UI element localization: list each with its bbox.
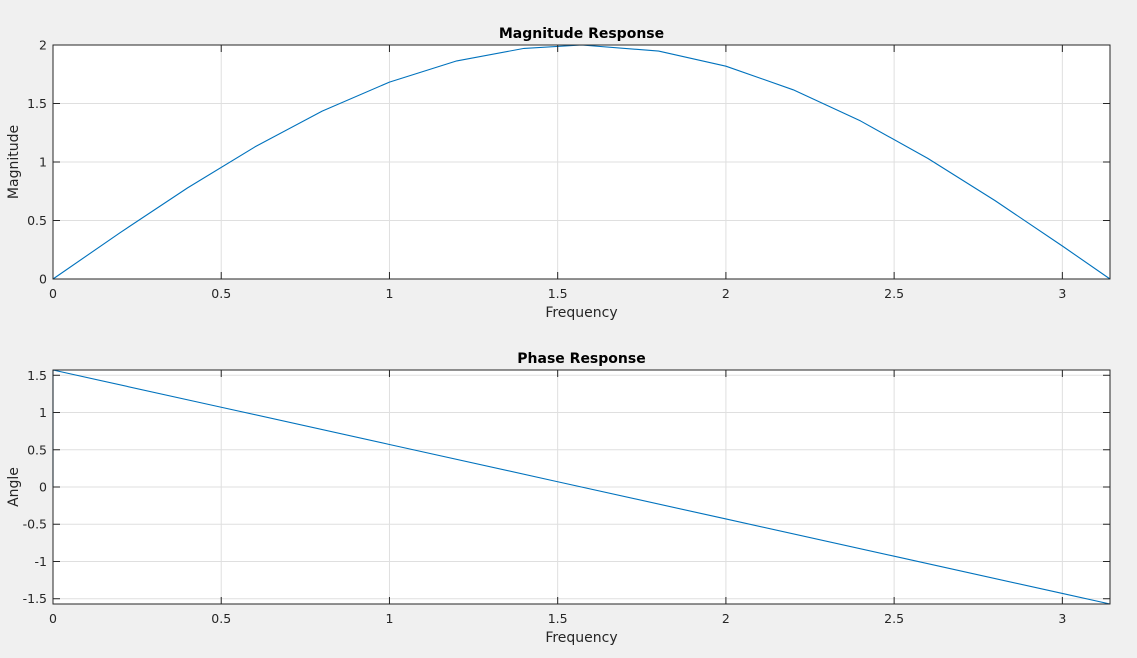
phase-grid — [53, 370, 1110, 604]
magnitude-x-tick-label: 3 — [1058, 286, 1066, 301]
phase-plot-title: Phase Response — [517, 351, 645, 367]
phase-y-tick-label: -1 — [35, 554, 47, 569]
phase-x-tick-label: 3 — [1058, 611, 1066, 626]
phase-y-tick-label: 1 — [39, 405, 47, 420]
phase-y-tick-label: 1.5 — [27, 368, 47, 383]
magnitude-plot: 0 0.5 1 1.5 2 2.5 3 0 0.5 1 1.5 2 Magnitude Respons… — [6, 26, 1111, 321]
magnitude-x-tick-label: 1 — [385, 286, 393, 301]
magnitude-x-tick-label: 2 — [722, 286, 730, 301]
phase-y-tick-label: 0.5 — [27, 442, 47, 457]
phase-x-tick-label: 0 — [49, 611, 57, 626]
magnitude-ticks: 0 0.5 1 1.5 2 2.5 3 0 0.5 1 1.5 2 — [27, 38, 1110, 301]
magnitude-y-axis-label: Magnitude — [6, 125, 22, 199]
phase-series-group — [52, 369, 1111, 605]
phase-x-axis-label: Frequency — [545, 630, 617, 646]
magnitude-x-tick-label: 1.5 — [548, 286, 568, 301]
magnitude-y-tick-label: 2 — [39, 38, 47, 53]
phase-plot: 0 0.5 1 1.5 2 2.5 3 -1.5 -1 -0.5 0 0.5 1 1.5 Phase Re… — [6, 351, 1111, 646]
magnitude-y-tick-label: 1.5 — [27, 96, 47, 111]
phase-x-tick-label: 1 — [385, 611, 393, 626]
magnitude-y-tick-label: 0 — [39, 272, 47, 287]
phase-y-axis-label: Angle — [6, 467, 22, 507]
phase-x-tick-label: 2 — [722, 611, 730, 626]
magnitude-x-tick-label: 2.5 — [884, 286, 904, 301]
magnitude-y-tick-label: 1 — [39, 155, 47, 170]
magnitude-x-tick-label: 0.5 — [211, 286, 231, 301]
phase-ticks: 0 0.5 1 1.5 2 2.5 3 -1.5 -1 -0.5 0 0.5 1 1.5 — [23, 368, 1110, 626]
phase-x-tick-label: 1.5 — [548, 611, 568, 626]
magnitude-plot-title: Magnitude Response — [499, 26, 664, 42]
phase-series-line — [52, 369, 1111, 605]
magnitude-x-tick-label: 0 — [49, 286, 57, 301]
phase-y-tick-label: 0 — [39, 480, 47, 495]
phase-x-tick-label: 0.5 — [211, 611, 231, 626]
phase-y-tick-label: -1.5 — [23, 591, 47, 606]
magnitude-y-tick-label: 0.5 — [27, 213, 47, 228]
phase-x-tick-label: 2.5 — [884, 611, 904, 626]
magnitude-x-axis-label: Frequency — [545, 305, 617, 321]
phase-y-tick-label: -0.5 — [23, 517, 47, 532]
